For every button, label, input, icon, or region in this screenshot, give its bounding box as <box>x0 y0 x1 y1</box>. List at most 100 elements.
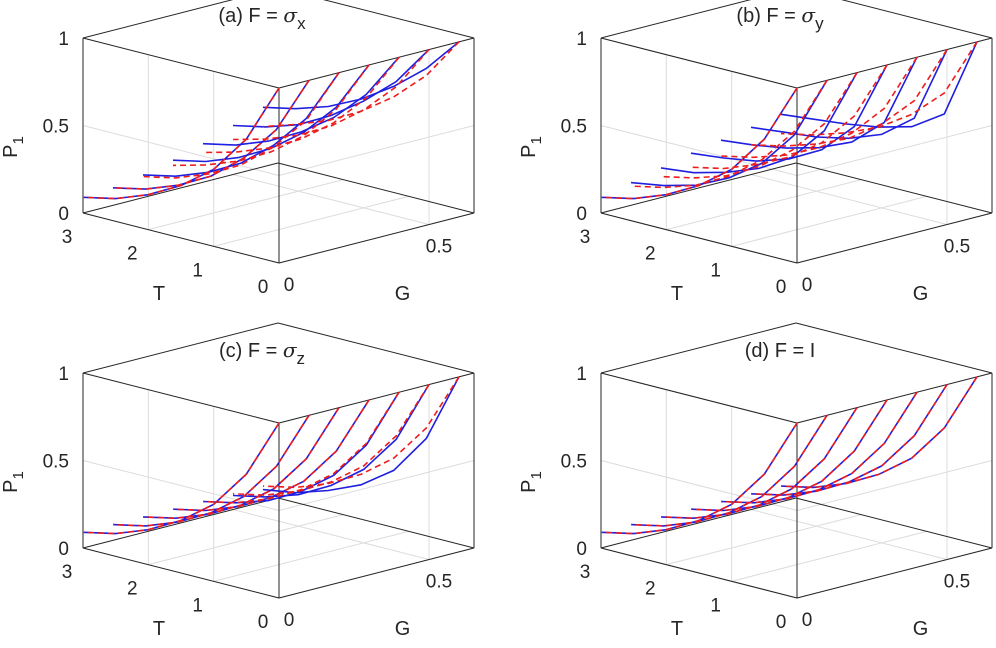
solid-blue-curve-g2 <box>660 72 858 174</box>
axis-box-edge <box>277 162 475 214</box>
panel-title-symbol: σ <box>801 3 816 27</box>
grid-line <box>232 174 430 226</box>
y-axis-label: G <box>913 283 929 305</box>
solid-blue-curve-g1 <box>630 79 828 187</box>
t-tick-label: 1 <box>192 260 203 281</box>
axis-box-edge <box>82 37 280 89</box>
z-tick-label: 0 <box>576 204 587 225</box>
axis-box-edge <box>600 212 798 264</box>
dashed-red-curve-g6 <box>780 376 978 489</box>
z-axis-label-subscript: 1 <box>528 136 545 144</box>
y-axis-label: G <box>395 618 411 640</box>
axis-box-edge <box>600 162 797 214</box>
axis-box-edge <box>82 0 234 39</box>
axis-box-edge <box>796 37 993 89</box>
z-tick-label: 0.5 <box>561 452 587 473</box>
dashed-red-curve-g0 <box>600 87 798 200</box>
t-tick-label: 0 <box>776 277 787 298</box>
grid-line <box>731 195 927 247</box>
grid-line <box>796 125 993 176</box>
panel-title-subscript: y <box>815 14 824 33</box>
panel-title-prefix: (a) F = <box>218 5 283 27</box>
solid-blue-curve-g6 <box>262 41 460 110</box>
axis-box-edge <box>277 322 475 374</box>
t-tick-label: 0 <box>258 612 269 633</box>
z-axis-label-base: P <box>518 480 540 493</box>
axis-box-edge <box>795 497 993 549</box>
g-tick-label: 0 <box>284 275 295 296</box>
solid-blue-curve-g5 <box>232 48 430 128</box>
g-tick-label: 0 <box>802 275 813 296</box>
dashed-red-curve-g1 <box>630 79 828 189</box>
solid-blue-curve-g2 <box>142 72 340 178</box>
t-tick-label: 3 <box>62 562 73 583</box>
x-axis-label: T <box>153 618 165 640</box>
axis-box-edge <box>278 37 475 89</box>
dashed-red-curve-g4 <box>720 56 918 159</box>
axis-box-edge <box>600 37 798 89</box>
axis-box-edge <box>278 372 475 424</box>
t-tick-label: 0 <box>258 277 269 298</box>
z-tick-label: 1 <box>58 364 69 385</box>
axis-box-edge <box>82 162 279 214</box>
z-axis-label-subscript: 1 <box>10 471 27 479</box>
solid-blue-curve-g4 <box>202 56 400 146</box>
z-axis-label: P1 <box>0 471 27 493</box>
z-axis-label-base: P <box>0 480 22 493</box>
grid-line <box>278 125 475 176</box>
y-axis-label: G <box>913 618 929 640</box>
axis-box-edge <box>82 497 279 549</box>
dashed-red-curve-g2 <box>660 72 858 179</box>
x-axis-label: T <box>153 283 165 305</box>
dashed-red-curve-g3 <box>172 64 370 167</box>
axis-box-edge <box>796 212 993 264</box>
g-tick-label: 0.5 <box>944 572 970 593</box>
solid-blue-curve-g5 <box>232 384 430 498</box>
axis-box-edge <box>82 547 280 599</box>
solid-blue-curve-g0 <box>600 87 798 200</box>
z-axis-label-subscript: 1 <box>10 136 27 144</box>
panel-title-subscript: x <box>297 14 306 33</box>
z-axis-label-base: P <box>0 145 22 158</box>
dashed-red-curve-g5 <box>750 49 948 147</box>
z-axis-label: P1 <box>518 136 545 158</box>
grid-line <box>148 179 344 231</box>
axis-box-edge <box>600 497 797 549</box>
grid-line <box>232 509 430 561</box>
z-tick-label: 1 <box>576 29 587 50</box>
panel-title-prefix: (d) F = I <box>745 340 816 362</box>
panel-title: (d) F = I <box>745 340 816 362</box>
axis-box-edge <box>795 322 993 374</box>
axis-box-edge <box>796 372 993 424</box>
grid-line <box>796 460 993 511</box>
panel-title: (a) F = σx <box>218 3 306 33</box>
dashed-red-curve-g1 <box>112 79 310 190</box>
t-tick-label: 2 <box>127 579 138 600</box>
z-tick-label: 0.5 <box>43 117 69 138</box>
dashed-red-curve-g2 <box>142 72 340 179</box>
axis-box-edge <box>795 162 993 214</box>
y-axis-label: G <box>395 283 411 305</box>
g-tick-label: 0 <box>284 610 295 631</box>
g-tick-label: 0.5 <box>426 237 452 258</box>
axis-box-edge <box>796 547 993 599</box>
z-tick-label: 0 <box>58 204 69 225</box>
z-tick-label: 1 <box>576 364 587 385</box>
grid-line <box>731 530 927 582</box>
dashed-red-curve-g5 <box>232 48 430 141</box>
x-axis-label: T <box>671 283 683 305</box>
t-tick-label: 0 <box>776 612 787 633</box>
z-axis-label-subscript: 1 <box>528 471 545 479</box>
grid-line <box>213 530 409 582</box>
panel-title: (c) F = σz <box>219 338 305 368</box>
g-tick-label: 0.5 <box>426 572 452 593</box>
t-tick-label: 3 <box>62 227 73 248</box>
t-tick-label: 3 <box>580 562 591 583</box>
panel-title-subscript: z <box>297 349 306 368</box>
t-tick-label: 1 <box>710 595 721 616</box>
t-tick-label: 2 <box>645 244 656 265</box>
grid-line <box>82 125 280 176</box>
z-axis-label: P1 <box>0 136 27 158</box>
z-axis-label: P1 <box>518 471 545 493</box>
z-tick-label: 0 <box>58 539 69 560</box>
